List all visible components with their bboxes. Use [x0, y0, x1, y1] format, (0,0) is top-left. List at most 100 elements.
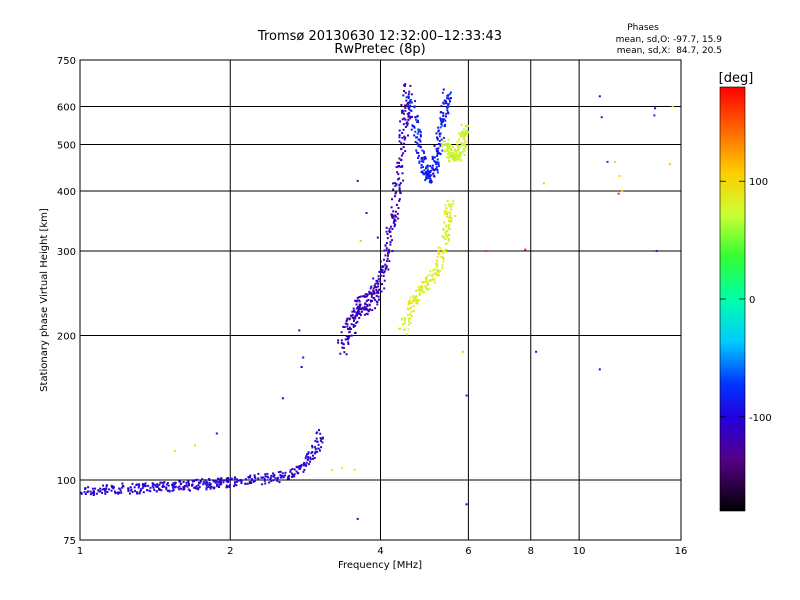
echo-point	[349, 326, 351, 329]
echo-point	[191, 479, 194, 482]
x-tick-label: 8	[528, 546, 534, 557]
echo-point	[405, 99, 408, 102]
echo-point	[448, 160, 451, 163]
echo-point	[343, 326, 346, 328]
echo-point	[355, 322, 358, 324]
echo-point	[442, 252, 444, 255]
echo-point	[355, 311, 358, 314]
echo-point	[342, 325, 345, 328]
echo-point	[162, 482, 165, 485]
echo-point	[413, 134, 416, 137]
echo-point	[205, 480, 208, 483]
echo-point	[142, 484, 144, 487]
echo-point	[220, 477, 223, 480]
echo-point	[273, 474, 276, 477]
echo-point	[456, 148, 459, 151]
echo-point	[383, 287, 386, 290]
echo-point	[394, 185, 397, 188]
echo-point	[121, 485, 124, 488]
echo-point	[441, 121, 443, 124]
echo-point	[153, 489, 156, 491]
echo-point	[421, 286, 424, 289]
echo-point	[209, 487, 212, 490]
echo-point	[97, 489, 100, 492]
echo-point	[351, 313, 354, 316]
echo-point	[298, 329, 301, 332]
echo-point	[249, 476, 252, 479]
echo-point	[389, 241, 392, 244]
echo-point	[409, 322, 412, 325]
echo-point	[404, 106, 407, 109]
echo-point	[361, 306, 364, 309]
echo-point	[395, 215, 398, 218]
echo-point	[442, 228, 445, 231]
echo-point	[383, 258, 385, 261]
echo-point	[353, 319, 355, 322]
echo-point	[331, 468, 334, 471]
y-axis-label: Stationary phase Virtual Height [km]	[39, 208, 50, 392]
echo-point	[307, 457, 310, 460]
echo-point	[343, 351, 346, 354]
echo-point	[436, 154, 439, 157]
echo-point	[396, 212, 399, 215]
echo-point	[412, 305, 415, 308]
echo-point	[427, 170, 430, 173]
echo-point	[377, 282, 380, 285]
echo-point	[437, 161, 440, 164]
echo-point	[352, 323, 355, 326]
echo-point	[149, 490, 152, 493]
echo-point	[238, 479, 241, 482]
echo-point	[443, 210, 446, 213]
echo-point	[446, 235, 449, 238]
echo-point	[382, 275, 385, 277]
echo-point	[428, 287, 431, 290]
echo-point	[404, 109, 407, 112]
echo-point	[307, 452, 310, 455]
echo-point	[311, 444, 314, 447]
echo-point	[444, 237, 447, 240]
echo-point	[432, 172, 435, 175]
echo-point	[316, 440, 319, 443]
echo-point	[263, 477, 266, 480]
echo-point	[358, 306, 361, 309]
echo-point	[84, 493, 87, 495]
echo-point	[178, 485, 181, 488]
echo-point	[367, 298, 370, 301]
echo-point	[425, 167, 427, 170]
echo-point	[371, 309, 374, 312]
echo-point	[152, 486, 155, 489]
echo-point	[436, 152, 439, 155]
echo-point	[370, 295, 373, 298]
echo-point	[458, 154, 461, 157]
echo-point	[449, 91, 452, 94]
echo-point	[305, 461, 308, 464]
echo-point	[446, 213, 448, 216]
echo-point	[435, 263, 438, 266]
echo-point	[402, 179, 405, 182]
y-tick-label: 750	[57, 56, 76, 67]
echo-point	[407, 96, 410, 98]
echo-point	[95, 492, 98, 495]
echo-point	[370, 285, 373, 288]
echo-point	[347, 343, 350, 345]
echo-point	[160, 489, 163, 492]
echo-point	[191, 484, 194, 486]
echo-point	[387, 254, 389, 257]
echo-point	[394, 195, 396, 198]
echo-point	[409, 115, 411, 118]
echo-point	[401, 118, 404, 121]
echo-point	[340, 342, 343, 344]
echo-point	[385, 230, 388, 233]
echo-point	[458, 138, 460, 141]
echo-point	[394, 223, 397, 226]
echo-point	[99, 487, 102, 490]
echo-point	[408, 90, 411, 93]
echo-point	[415, 149, 418, 152]
echo-point	[445, 224, 448, 227]
echo-point	[372, 289, 375, 292]
echo-point	[467, 131, 470, 133]
echo-point	[416, 142, 419, 145]
echo-point	[445, 115, 447, 118]
echo-point	[443, 118, 446, 121]
echo-point	[447, 94, 450, 97]
